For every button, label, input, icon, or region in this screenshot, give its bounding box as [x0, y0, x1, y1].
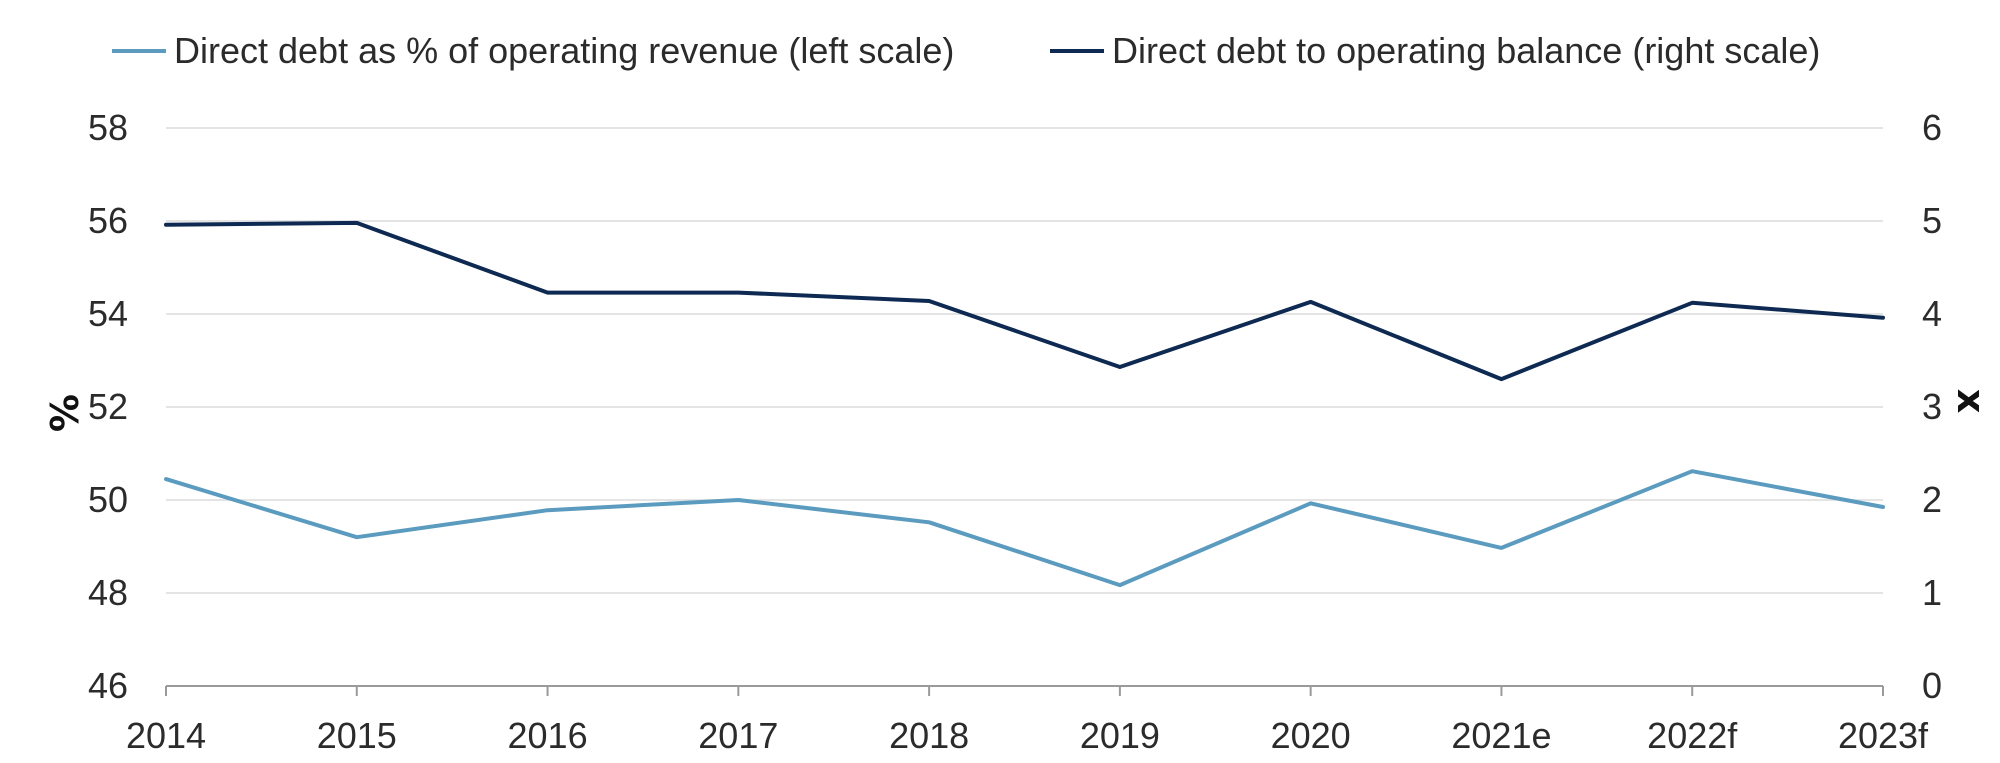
right-tick-label: 6 — [1922, 107, 1942, 148]
x-tick-label: 2022f — [1647, 715, 1738, 756]
x-tick-label: 2016 — [508, 715, 588, 756]
left-tick-label: 48 — [88, 572, 128, 613]
x-tick-label: 2021e — [1451, 715, 1551, 756]
x-tick-label: 2019 — [1080, 715, 1160, 756]
left-tick-label: 56 — [88, 200, 128, 241]
x-tick-label: 2017 — [698, 715, 778, 756]
series-line-2 — [164, 220, 1885, 382]
x-axis-ticks: 2014 2015 2016 2017 2018 2019 2020 2021e 2022f 20… — [126, 686, 1929, 756]
left-tick-label: 54 — [88, 293, 128, 334]
right-tick-label: 3 — [1922, 386, 1942, 427]
legend-label: Direct debt to operating balance (right … — [1112, 30, 1820, 71]
gridlines — [166, 127, 1883, 594]
series-line-1 — [164, 469, 1885, 588]
x-tick-label: 2023f — [1838, 715, 1929, 756]
series-lines — [164, 220, 1885, 588]
left-axis-ticks: 46 48 50 52 54 56 58 — [88, 107, 128, 706]
right-tick-label: 2 — [1922, 479, 1942, 520]
left-tick-label: 46 — [88, 665, 128, 706]
right-tick-label: 0 — [1922, 665, 1942, 706]
right-axis-title: x — [1949, 389, 1993, 414]
left-axis-title: % — [41, 394, 85, 432]
right-tick-label: 5 — [1922, 200, 1942, 241]
left-tick-label: 50 — [88, 479, 128, 520]
right-tick-label: 4 — [1922, 293, 1942, 334]
x-tick-label: 2018 — [889, 715, 969, 756]
right-axis-ticks: 0 1 2 3 4 5 6 — [1922, 107, 1942, 706]
x-tick-label: 2020 — [1271, 715, 1351, 756]
left-tick-label: 52 — [88, 386, 128, 427]
x-tick-label: 2014 — [126, 715, 206, 756]
right-tick-label: 1 — [1922, 572, 1942, 613]
x-tick-label: 2015 — [317, 715, 397, 756]
left-tick-label: 58 — [88, 107, 128, 148]
legend-label: Direct debt as % of operating revenue (l… — [174, 30, 954, 71]
legend: Direct debt as % of operating revenue (l… — [112, 30, 1820, 71]
